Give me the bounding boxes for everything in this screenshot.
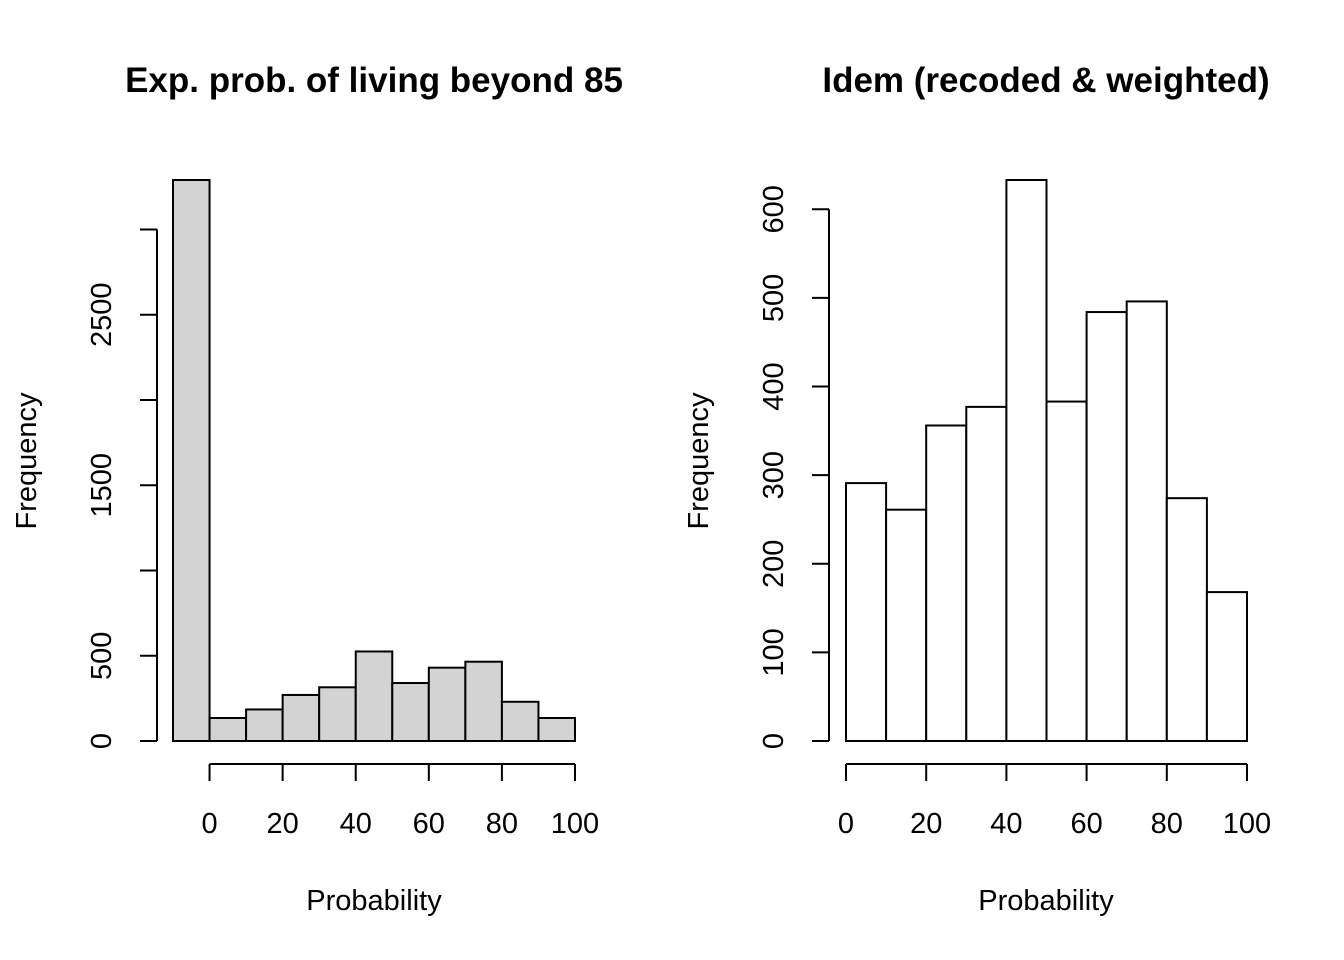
left-histogram-bar xyxy=(464,660,503,742)
right-histogram-bar xyxy=(925,424,968,742)
right-x-tick-label: 40 xyxy=(990,808,1022,840)
left-y-axis-label: Frequency xyxy=(11,392,43,530)
right-x-tick-label: 80 xyxy=(1151,808,1183,840)
right-x-tick-label: 100 xyxy=(1223,808,1271,840)
right-x-axis: 0 20 40 60 80 100 xyxy=(838,763,1271,840)
left-histogram-panel: Exp. prob. of living beyond 85 Probabili… xyxy=(11,61,623,917)
right-y-axis: 0 100 200 300 400 500 600 xyxy=(758,185,830,749)
right-histogram-bar xyxy=(845,482,888,742)
left-histogram-bar xyxy=(208,716,248,742)
right-histogram-panel: Idem (recoded & weighted) Probability Fr… xyxy=(683,61,1271,917)
left-x-tick-label: 100 xyxy=(551,808,599,840)
right-x-axis-label: Probability xyxy=(978,885,1114,917)
left-y-tick-label: 500 xyxy=(86,632,118,680)
right-y-tick-label: 300 xyxy=(758,451,790,499)
left-y-axis: 0 500 1500 2500 xyxy=(86,228,158,749)
right-x-tick-label: 60 xyxy=(1070,808,1102,840)
left-histogram-bar xyxy=(427,666,467,742)
right-histogram-bar xyxy=(1085,311,1128,742)
left-bars xyxy=(172,179,576,743)
right-histogram-bar xyxy=(1005,179,1048,742)
left-histogram-bar xyxy=(354,650,394,742)
right-y-tick-label: 400 xyxy=(758,362,790,410)
left-x-tick-label: 40 xyxy=(340,808,372,840)
left-histogram-bar xyxy=(172,179,211,742)
right-histogram-bar xyxy=(1045,400,1088,742)
left-histogram-bar xyxy=(537,716,576,742)
left-histogram-bar xyxy=(281,693,321,743)
right-histogram-bar xyxy=(1205,591,1249,742)
right-y-tick-label: 600 xyxy=(758,185,790,233)
right-histogram-bar xyxy=(885,508,928,742)
right-bars xyxy=(845,179,1249,742)
right-chart-title: Idem (recoded & weighted) xyxy=(822,61,1269,100)
left-x-tick-label: 0 xyxy=(201,808,217,840)
left-x-axis-label: Probability xyxy=(306,885,442,917)
right-y-tick-label: 0 xyxy=(758,733,790,749)
left-histogram-bar xyxy=(500,700,540,742)
right-y-tick-label: 100 xyxy=(758,628,790,676)
right-histogram-bar xyxy=(1165,497,1208,742)
right-y-axis-label: Frequency xyxy=(683,392,715,530)
right-x-tick-label: 20 xyxy=(910,808,942,840)
right-y-tick-label: 200 xyxy=(758,540,790,588)
left-x-tick-label: 20 xyxy=(267,808,299,840)
left-x-axis: 0 20 40 60 80 100 xyxy=(201,763,599,840)
right-histogram-bar xyxy=(1125,300,1168,742)
left-x-tick-label: 60 xyxy=(413,808,445,840)
right-y-tick-label: 500 xyxy=(758,274,790,322)
left-histogram-bar xyxy=(391,682,430,742)
left-histogram-bar xyxy=(318,686,357,742)
left-y-tick-label: 0 xyxy=(86,733,118,749)
left-y-tick-label: 1500 xyxy=(86,453,118,518)
left-y-tick-label: 2500 xyxy=(86,282,118,347)
right-histogram-bar xyxy=(965,405,1008,742)
left-chart-title: Exp. prob. of living beyond 85 xyxy=(125,61,623,100)
left-histogram-bar xyxy=(245,708,284,742)
right-x-tick-label: 0 xyxy=(838,808,854,840)
left-x-tick-label: 80 xyxy=(486,808,518,840)
